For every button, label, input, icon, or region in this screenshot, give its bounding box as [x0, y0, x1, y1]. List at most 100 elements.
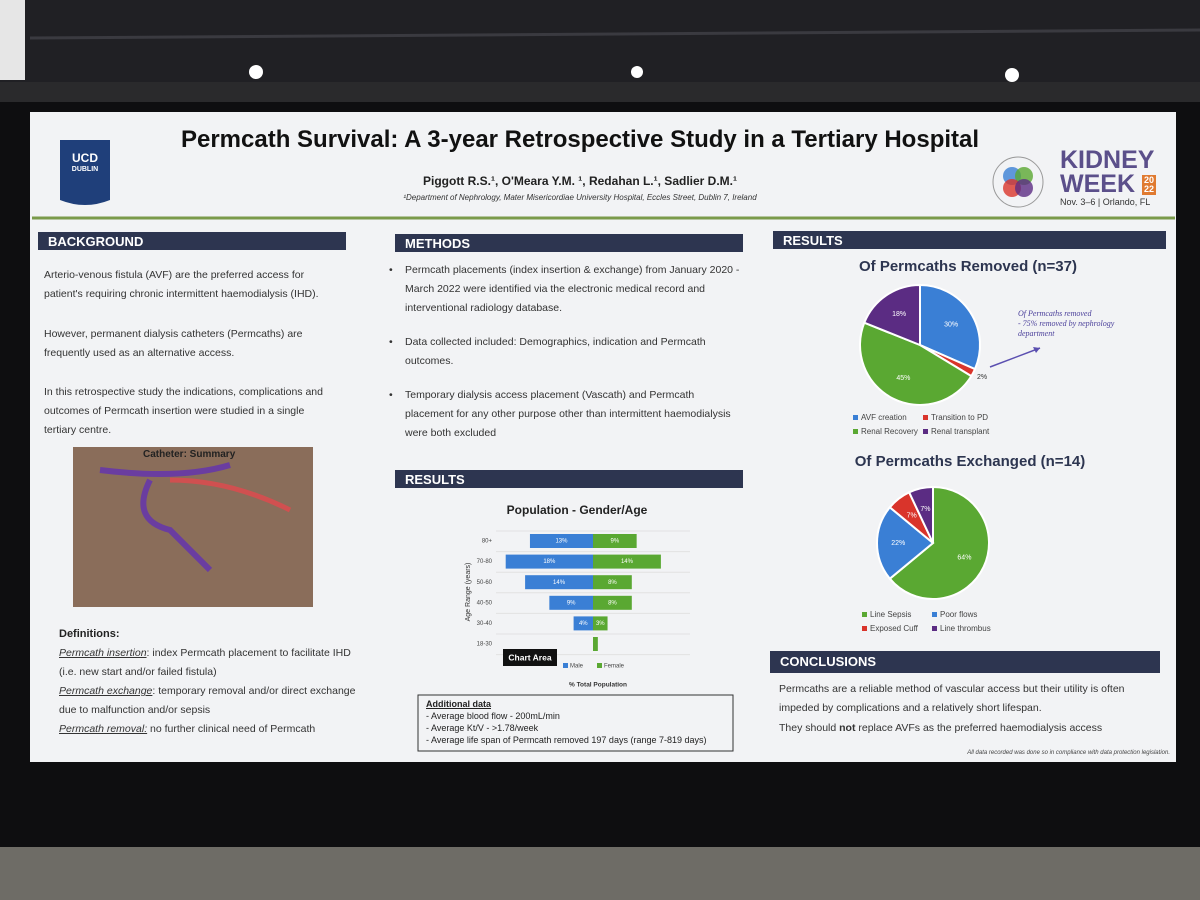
- tooltip: Chart Area: [508, 652, 551, 662]
- value-label: 4%: [579, 621, 588, 627]
- section-heading: CONCLUSIONS: [770, 651, 1160, 673]
- image-caption: Catheter: Summary: [143, 449, 236, 460]
- definition-term: Permcath exchange: [59, 685, 153, 697]
- section-heading: METHODS: [395, 234, 743, 252]
- title: Permcath Survival: A 3-year Retrospectiv…: [180, 126, 980, 153]
- value-label: 64%: [957, 555, 971, 562]
- bullet: Permcath placements (index insertion & e…: [389, 261, 750, 318]
- paragraph: They should not replace AVFs as the pref…: [779, 719, 1159, 738]
- definition-text: no further clinical need of Permcath: [147, 723, 316, 735]
- pie-slice: [907, 485, 934, 544]
- legend-label: Female: [604, 664, 625, 670]
- legend-label: Poor flows: [940, 610, 977, 619]
- paragraph: Arterio-venous fistula (AVF) are the pre…: [44, 269, 319, 300]
- paragraph: In this retrospective study the indicati…: [44, 386, 323, 436]
- logo-text: UCD: [72, 151, 98, 165]
- value-label: 7%: [907, 512, 917, 519]
- additional-line: - Average blood flow - 200mL/min: [426, 711, 560, 721]
- x-axis-label: % Total Population: [569, 682, 627, 689]
- logo-text: WEEK 20 22: [1060, 170, 1156, 198]
- bar: [593, 637, 598, 651]
- legend-swatch: [853, 415, 858, 420]
- y-tick-label: 50-60: [477, 580, 493, 586]
- y-tick-label: 18-30: [477, 642, 493, 648]
- value-label: 3%: [596, 621, 605, 627]
- section-heading: RESULTS: [395, 470, 743, 488]
- logo-text: WEEK: [1060, 170, 1135, 198]
- text: replace AVFs as the preferred haemodialy…: [855, 722, 1103, 734]
- legend-swatch: [862, 612, 867, 617]
- definition-term: Permcath insertion: [59, 647, 147, 659]
- value-label: 22%: [891, 540, 905, 547]
- bar: [593, 554, 661, 569]
- value-label: 30%: [944, 321, 958, 328]
- pie-slice: [862, 283, 921, 347]
- y-tick-label: 40-50: [477, 600, 493, 606]
- logo-right: KIDNEY WEEK 20 22 Nov. 3–6 | Orlando, FL: [1060, 148, 1156, 208]
- logo-dates: Nov. 3–6 | Orlando, FL: [1060, 197, 1151, 207]
- chart-title: Of Permcaths Exchanged (n=14): [855, 453, 1086, 470]
- definition: Permcath removal: no further clinical ne…: [59, 720, 359, 739]
- value-label: 13%: [555, 539, 568, 545]
- legend-swatch: [563, 663, 568, 668]
- legend-swatch: [932, 612, 937, 617]
- logo-year: 20: [1143, 175, 1154, 186]
- legend-swatch: [597, 663, 602, 668]
- text: They should: [779, 722, 840, 734]
- pie-slice: [888, 485, 990, 600]
- bar: [593, 595, 632, 610]
- bullet: Data collected included: Demographics, i…: [389, 333, 745, 371]
- definition-text: : temporary removal and/or direct exchan…: [59, 685, 356, 716]
- legend-label: Exposed Cuff: [870, 624, 919, 633]
- note-line: department: [1018, 329, 1055, 338]
- value-label: 9%: [610, 539, 619, 545]
- logo-text: KIDNEY: [1060, 146, 1155, 174]
- value-label: 9%: [567, 600, 576, 606]
- value-label: 14%: [553, 580, 566, 586]
- legend-swatch: [862, 626, 867, 631]
- additional-title: Additional data: [426, 699, 491, 709]
- bar: [593, 534, 637, 548]
- legend-label: Renal Recovery: [861, 427, 918, 436]
- definitions-heading: Definitions:: [59, 628, 120, 640]
- value-label: 7%: [920, 506, 930, 513]
- value-label: 45%: [896, 375, 910, 382]
- y-tick-label: 80+: [482, 539, 493, 545]
- note-line: Of Permcaths removed: [1018, 309, 1092, 318]
- bar: [593, 616, 608, 631]
- legend-label: Transition to PD: [931, 413, 988, 422]
- definition-text: : index Permcath placement to facilitate…: [59, 647, 351, 678]
- value-label: 18%: [892, 311, 906, 318]
- paragraph: However, permanent dialysis catheters (P…: [44, 328, 303, 359]
- pie-slice: [876, 505, 935, 581]
- bar: [505, 554, 593, 569]
- authors: Piggott R.S.¹, O'Meara Y.M. ¹, Redahan L…: [422, 174, 737, 188]
- y-axis-label: Age Range (years): [465, 563, 472, 622]
- logo-year: 22: [1143, 184, 1154, 195]
- tooltip-box: [503, 649, 557, 666]
- footer: All data recorded was done so in complia…: [967, 750, 1170, 756]
- legend-swatch: [923, 429, 928, 434]
- definition: Permcath exchange: temporary removal and…: [59, 682, 369, 720]
- additional-line: - Average Kt/V - >1.78/week: [426, 723, 539, 733]
- legend-swatch: [853, 429, 858, 434]
- y-tick-label: 30-40: [477, 621, 493, 627]
- value-label: 18%: [543, 559, 556, 565]
- bullet: Temporary dialysis access placement (Vas…: [389, 386, 740, 443]
- legend-label: Line Sepsis: [870, 610, 911, 619]
- affiliation: ¹Department of Nephrology, Mater Miseric…: [403, 193, 757, 202]
- legend-label: Renal transplant: [931, 427, 990, 436]
- additional-line: - Average life span of Permcath removed …: [426, 735, 707, 745]
- pie-slice: [859, 321, 973, 406]
- chart-title: Of Permcaths Removed (n=37): [859, 258, 1077, 275]
- additional-data: Additional data - Average blood flow - 2…: [426, 698, 707, 746]
- pie-slice: [919, 283, 981, 371]
- value-label: 8%: [608, 580, 617, 586]
- definition-term: Permcath removal:: [59, 723, 148, 735]
- paragraph: Permcaths are a reliable method of vascu…: [779, 683, 1125, 714]
- bar: [549, 595, 593, 610]
- section-heading: BACKGROUND: [38, 232, 346, 250]
